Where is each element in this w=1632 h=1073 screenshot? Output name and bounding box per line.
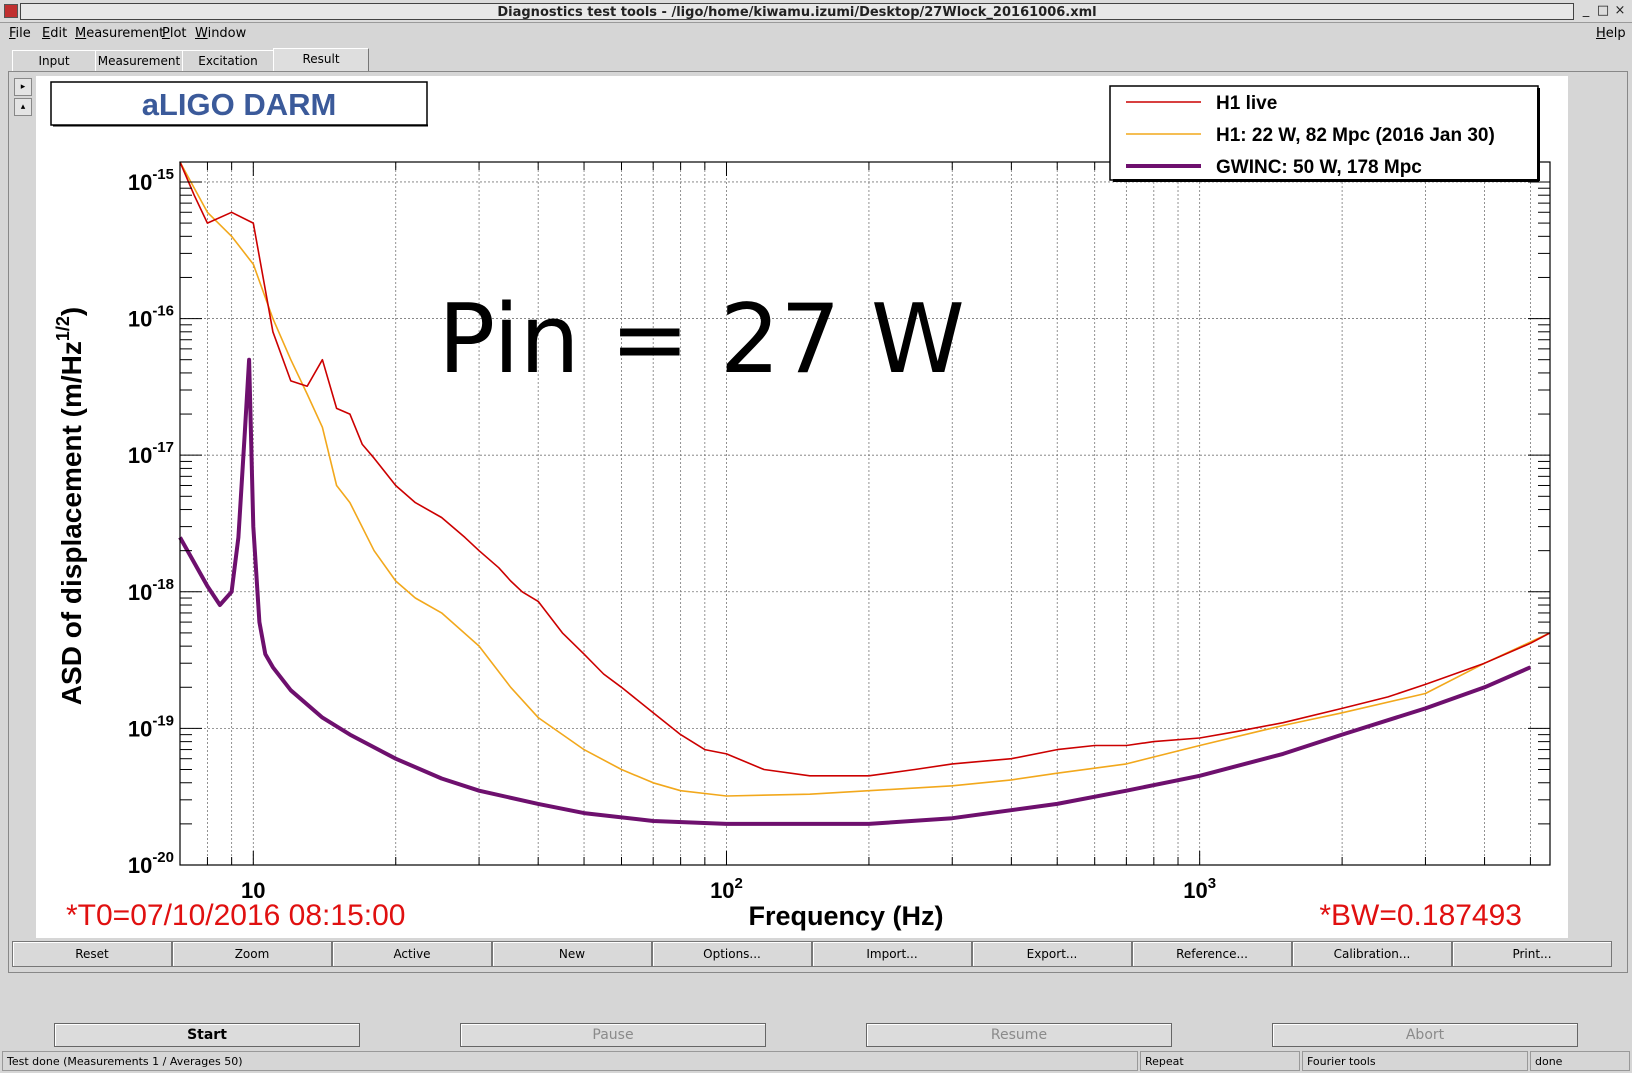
series-layer — [178, 161, 1551, 826]
minimize-icon[interactable]: _ — [1582, 3, 1590, 18]
menu-plot[interactable]: Plot — [162, 26, 187, 41]
print-button[interactable]: Print... — [1452, 941, 1612, 967]
tab-measurement[interactable]: Measurement — [95, 50, 183, 71]
status-message: Test done (Measurements 1 / Averages 50) — [2, 1051, 1138, 1071]
reference-button[interactable]: Reference... — [1132, 941, 1292, 967]
calibration-button[interactable]: Calibration... — [1292, 941, 1452, 967]
asd-chart[interactable]: 10 102 103 10-15 10-16 10-17 10-18 10-19 10-20 a… — [36, 76, 1568, 938]
maximize-icon[interactable]: □ — [1596, 3, 1610, 18]
window-title-bar: Diagnostics test tools - /ligo/home/kiwa… — [0, 0, 1632, 23]
ticks-layer — [179, 162, 1550, 866]
menu-window[interactable]: Window — [195, 26, 247, 41]
menu-edit[interactable]: Edit — [42, 26, 68, 41]
y-tick-label: 10-15 — [128, 166, 174, 195]
options-button[interactable]: Options... — [652, 941, 812, 967]
menu-bar: File Edit Measurement Plot Window Help — [0, 23, 1632, 45]
import-button[interactable]: Import... — [812, 941, 972, 967]
x-tick-label: 10 — [241, 878, 265, 903]
active-button[interactable]: Active — [332, 941, 492, 967]
y-tick-label: 10-16 — [128, 303, 174, 332]
labels-layer: 10 102 103 10-15 10-16 10-17 10-18 10-19 10-20 — [128, 166, 1216, 903]
y-tick-label: 10-18 — [128, 576, 174, 605]
tab-excitation[interactable]: Excitation — [182, 50, 274, 71]
title-box — [50, 81, 428, 126]
menu-help[interactable]: Help — [1596, 26, 1626, 41]
abort-button[interactable]: Abort — [1272, 1023, 1578, 1047]
y-axis-label: ASD of displacement (m/Hz1/2) — [53, 307, 87, 705]
expand-arrow-icon[interactable]: ▸ — [14, 78, 32, 96]
legend-h1-reference-label: H1: 22 W, 82 Mpc (2016 Jan 30) — [1216, 125, 1495, 146]
bw-annotation: *BW=0.187493 — [1319, 899, 1522, 932]
legend-h1-live-label: H1 live — [1216, 93, 1277, 114]
series-h1-reference — [179, 161, 1551, 797]
zoom-button[interactable]: Zoom — [172, 941, 332, 967]
grid-layer — [179, 162, 1550, 866]
close-icon[interactable]: × — [1614, 3, 1626, 18]
pause-button[interactable]: Pause — [460, 1023, 766, 1047]
t0-annotation: *T0=07/10/2016 08:15:00 — [66, 899, 405, 932]
y-tick-label: 10-20 — [128, 849, 174, 878]
plot-frame — [179, 161, 1551, 866]
series-gwinc — [178, 357, 1532, 826]
x-tick-label: 103 — [1183, 875, 1216, 903]
y-axis-label-exponent: 1/2 — [53, 316, 73, 341]
app-icon[interactable] — [4, 4, 18, 18]
status-state: done — [1530, 1051, 1630, 1071]
start-button[interactable]: Start — [54, 1023, 360, 1047]
y-axis-label-close: ) — [56, 307, 87, 316]
legend-entries: H1 live H1: 22 W, 82 Mpc (2016 Jan 30) GWI… — [1126, 93, 1495, 178]
status-fourier-tools: Fourier tools — [1302, 1051, 1528, 1071]
menu-measurement[interactable]: Measurement — [75, 26, 165, 41]
tab-input[interactable]: Input — [12, 50, 96, 71]
menu-file[interactable]: File — [9, 26, 31, 41]
chart-title: aLIGO DARM — [142, 87, 337, 122]
title-frame: Diagnostics test tools - /ligo/home/kiwa… — [20, 3, 1574, 20]
series-h1-live — [179, 161, 1551, 777]
legend-gwinc-label: GWINC: 50 W, 178 Mpc — [1216, 157, 1422, 178]
collapse-arrow-icon[interactable]: ▴ — [14, 98, 32, 116]
y-axis-label-main: ASD of displacement (m/Hz — [56, 341, 87, 705]
reset-button[interactable]: Reset — [12, 941, 172, 967]
window-title: Diagnostics test tools - /ligo/home/kiwa… — [497, 5, 1097, 20]
status-repeat: Repeat — [1140, 1051, 1300, 1071]
power-annotation: Pin = 27 W — [438, 285, 965, 395]
y-tick-label: 10-19 — [128, 712, 174, 741]
x-tick-label: 102 — [710, 875, 743, 903]
new-button[interactable]: New — [492, 941, 652, 967]
tab-result[interactable]: Result — [273, 48, 369, 72]
y-tick-label: 10-17 — [128, 439, 174, 468]
x-axis-label: Frequency (Hz) — [748, 901, 943, 931]
export-button[interactable]: Export... — [972, 941, 1132, 967]
resume-button[interactable]: Resume — [866, 1023, 1172, 1047]
